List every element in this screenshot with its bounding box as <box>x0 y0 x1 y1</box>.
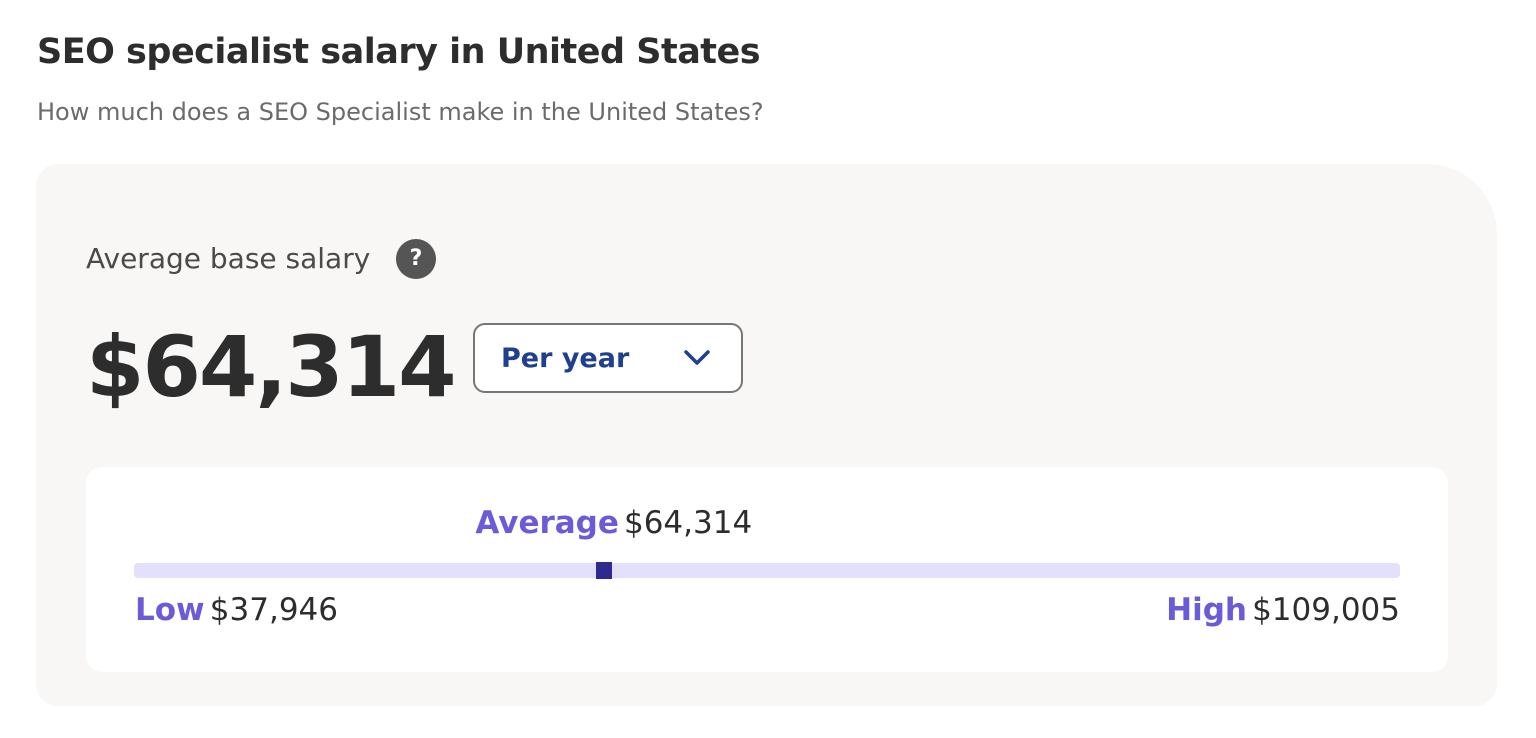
range-bar <box>134 563 1400 578</box>
high-word: High <box>1166 592 1247 628</box>
low-label: Low $37,946 <box>135 592 338 628</box>
title: SEO specialist salary in United States <box>37 32 761 72</box>
average-value: $64,314 <box>623 505 753 541</box>
salary-amount: $64,314 <box>86 318 457 416</box>
high-value: $109,005 <box>1252 592 1400 628</box>
high-label: High $109,005 <box>1166 592 1400 628</box>
low-value: $37,946 <box>209 592 338 628</box>
low-word: Low <box>135 592 205 628</box>
salary-label: Average base salary <box>86 242 371 275</box>
period-text: Per year <box>501 343 630 374</box>
help-icon[interactable]: ? <box>396 239 436 279</box>
subtitle: How much does a SEO Specialist make in t… <box>37 98 764 126</box>
average-marker <box>595 562 612 579</box>
average-word: Average <box>475 505 619 541</box>
chevron-icon <box>684 350 710 365</box>
average-label: Average $64,314 <box>475 505 752 541</box>
period-dropdown[interactable]: Per year <box>473 323 743 393</box>
